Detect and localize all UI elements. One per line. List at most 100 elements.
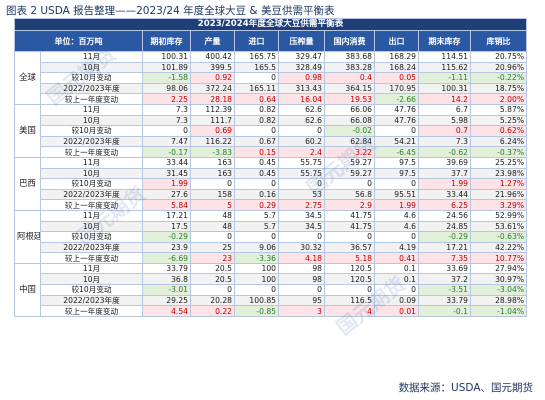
table-cell: 5.84 [142, 199, 191, 211]
table-cell: 2.00% [469, 93, 528, 105]
table-cell: 62.6 [278, 114, 325, 127]
table-cell: 0 [234, 178, 279, 190]
table-cell: 0.01 [374, 305, 419, 317]
table-cell: 20.96% [469, 61, 528, 74]
row-label: 10月 [40, 61, 143, 74]
table-cell: 0 [374, 284, 419, 296]
table-cell: 39.69 [418, 156, 471, 169]
table-cell: 18.75% [469, 82, 528, 95]
table-cell: 62.6 [278, 103, 325, 116]
table-cell: 383.68 [324, 51, 375, 63]
table-cell: 25.25% [469, 156, 528, 169]
table-cell: 34.5 [278, 220, 325, 233]
table-cell: 20.28 [190, 294, 235, 307]
table-cell: 59.27 [324, 167, 375, 180]
table-cell: 29.25 [142, 294, 191, 307]
table-cell: 383.28 [324, 61, 375, 74]
table-cell: 0.67 [234, 135, 279, 148]
table-row: 10月 7.3 111.7 0.82 62.6 66.08 47.76 5.98 5.25% [15, 114, 528, 127]
table-cell: 53 [278, 188, 325, 201]
row-label: 较10月变动 [40, 72, 143, 84]
table-cell: 0.22 [190, 305, 235, 317]
table-cell: 364.15 [324, 82, 375, 95]
table-cell: 0.41 [374, 252, 419, 264]
table-cell: 0.16 [234, 188, 279, 201]
table-cell: 42.22% [469, 241, 528, 254]
table-cell: 30.97% [469, 273, 528, 286]
table-cell: 0 [278, 284, 325, 296]
table-row: 阿根廷 11月 17.21 48 5.7 34.5 41.75 4.6 24.56 52.99% [14, 209, 528, 264]
table-cell: 53.61% [469, 220, 528, 233]
table-cell: -3.04% [469, 284, 528, 296]
table-cell: 55.75 [278, 167, 325, 180]
table-row: 较上一年度变动 -6.69 23 -3.36 4.18 5.18 0.41 7.35 10.77… [15, 252, 528, 264]
table-cell: 5 [190, 199, 235, 211]
table-row: 较10月变动 -1.58 0.92 0 0.98 0.4 0.05 -1.11 -0.22% [15, 72, 528, 84]
table-cell: 5.7 [234, 209, 279, 222]
table-cell: -3.83 [190, 146, 235, 158]
table-header-row: 单位：百万吨 期初库存 产量 进口 压榨量 国内消费 出口 期末库存 库销比 [14, 30, 528, 52]
table-cell: 34.5 [278, 209, 325, 222]
soybean-balance-table: 2023/2024年度全球大豆供需平衡表 单位：百万吨 期初库存 产量 进口 压榨量 国内… [13, 18, 528, 317]
table-cell: 400.42 [190, 51, 235, 63]
table-cell: 4.6 [374, 220, 419, 233]
table-cell: 2.9 [324, 199, 375, 211]
table-cell: 120.5 [324, 262, 375, 275]
row-label: 较上一年度变动 [40, 199, 143, 211]
table-cell: 4.54 [142, 305, 191, 317]
table-cell: 0 [324, 284, 375, 296]
table-cell: 116.5 [324, 294, 375, 307]
table-cell: 0 [278, 231, 325, 243]
table-cell: 4.18 [278, 252, 325, 264]
row-label: 较10月变动 [40, 178, 143, 190]
table-cell: 60.2 [278, 135, 325, 148]
country-label: 阿根廷 [14, 209, 41, 264]
table-row: 较上一年度变动 4.54 0.22 -0.85 3 4 0.01 -0.1 -1.04% [15, 305, 528, 317]
table-cell: 0.29 [234, 199, 279, 211]
table-cell: 5.87% [469, 103, 528, 116]
column-header: 产量 [190, 30, 235, 52]
table-cell: 55.75 [278, 156, 325, 169]
table-cell: 2.25 [142, 93, 191, 105]
table-cell: 120.5 [324, 273, 375, 286]
table-cell: 20.5 [190, 273, 235, 286]
table-cell: 2.4 [278, 146, 325, 158]
row-label: 10月 [40, 220, 143, 233]
table-cell: 4 [324, 305, 375, 317]
data-source: 数据来源：USDA、国元期货 [398, 382, 533, 394]
table-cell: -1.11 [418, 72, 471, 84]
table-cell: 5.18 [324, 252, 375, 264]
table-cell: 98.06 [142, 82, 191, 95]
table-cell: 0.4 [324, 72, 375, 84]
table-cell: 95.51 [374, 188, 419, 201]
row-label: 2022/2023年度 [40, 294, 143, 307]
table-row: 较上一年度变动 -0.17 -3.83 0.15 2.4 3.22 -6.45 -0.62 -0… [15, 146, 528, 158]
table-cell: 98 [278, 262, 325, 275]
table-cell: -0.62 [418, 146, 471, 158]
table-cell: 0.82 [234, 114, 279, 127]
row-label: 10月 [40, 114, 143, 127]
table-cell: 33.44 [142, 156, 191, 169]
table-cell: 37.2 [418, 273, 471, 286]
table-cell: 95 [278, 294, 325, 307]
column-header: 出口 [374, 30, 419, 52]
table-cell: 0 [190, 284, 235, 296]
table-cell: 1.99 [418, 178, 471, 190]
table-cell: 54.21 [374, 135, 419, 148]
table-cell: 100.85 [234, 294, 279, 307]
table-cell: 165.75 [234, 51, 279, 63]
table-cell: 1.27% [469, 178, 528, 190]
table-cell: 7.3 [142, 114, 191, 127]
table-cell: 163 [190, 156, 235, 169]
table-cell: 17.21 [418, 241, 471, 254]
table-cell: 0.45 [234, 156, 279, 169]
table-cell: -3.36 [234, 252, 279, 264]
table-cell: 0 [374, 125, 419, 137]
table-cell: 62.84 [324, 135, 375, 148]
table-cell: 23 [190, 252, 235, 264]
table-cell: 0 [374, 178, 419, 190]
table-cell: 3.29% [469, 199, 528, 211]
table-row: 较10月变动 0 0.69 0 0 -0.02 0 0.7 0.62% [15, 125, 528, 137]
table-cell: 1.99 [142, 178, 191, 190]
table-cell: 36.8 [142, 273, 191, 286]
